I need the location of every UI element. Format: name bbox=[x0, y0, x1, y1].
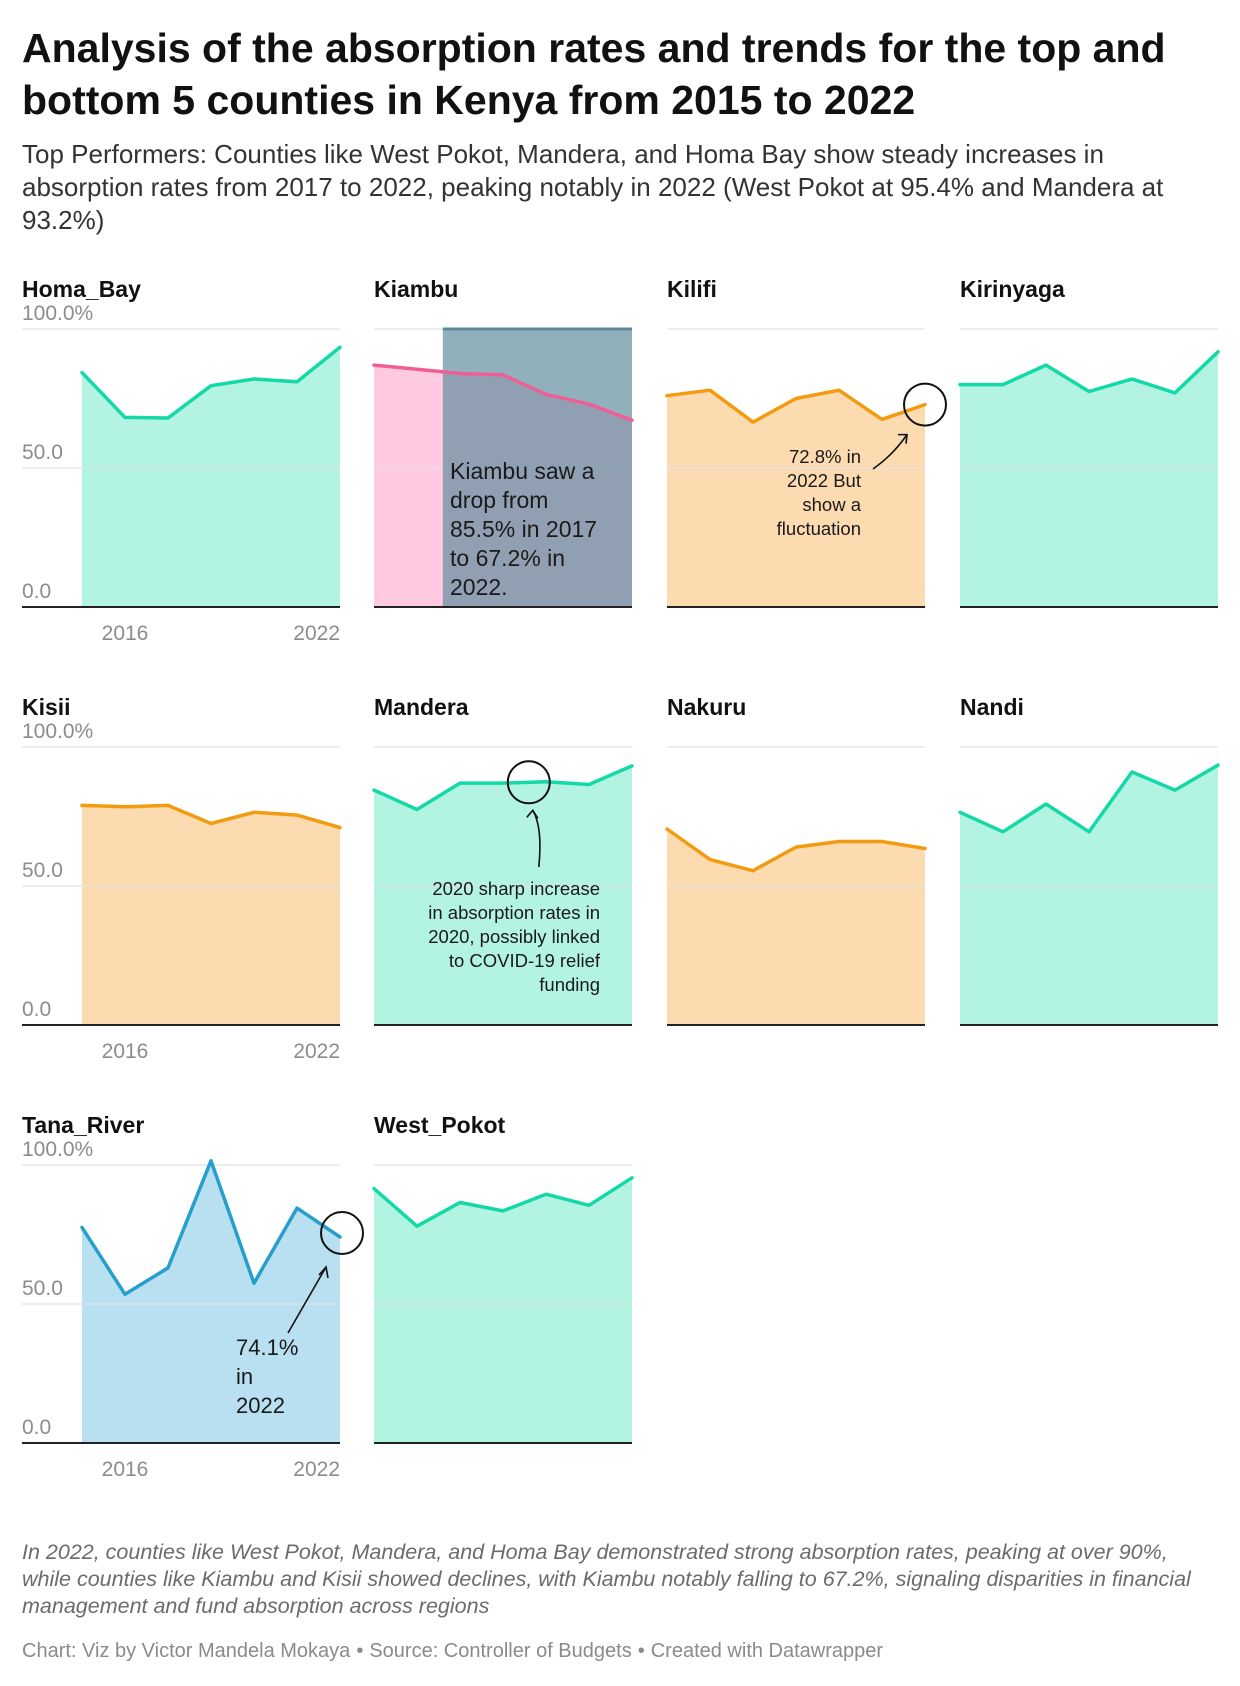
chart-title: Analysis of the absorption rates and tre… bbox=[22, 25, 1166, 123]
x-tick-label: 2016 bbox=[102, 1458, 149, 1481]
annotation-kilifi: fluctuation bbox=[777, 518, 861, 539]
panel-title-west-pokot: West_Pokot bbox=[374, 1112, 506, 1138]
y-tick-label: 100.0% bbox=[22, 1138, 93, 1161]
panel-title-tana-river: Tana_River bbox=[22, 1112, 144, 1138]
area-kisii bbox=[82, 805, 340, 1025]
annotation-mandera: in absorption rates in bbox=[428, 902, 600, 923]
chart-notes: In 2022, counties like West Pokot, Mande… bbox=[22, 1540, 1191, 1618]
series-line-kirinyaga bbox=[958, 350, 1220, 395]
y-tick-label: 50.0 bbox=[22, 1277, 63, 1300]
series-line-tana-river bbox=[80, 1159, 342, 1297]
series-line-homa-bay bbox=[80, 345, 342, 420]
credit-author: Chart: Viz by Victor Mandela Mokaya bbox=[22, 1640, 351, 1662]
x-tick-label: 2016 bbox=[102, 1040, 149, 1063]
x-tick-label: 2022 bbox=[293, 1458, 340, 1481]
annotation-kiambu: 85.5% in 2017 bbox=[450, 516, 597, 542]
x-tick-label: 2016 bbox=[102, 622, 149, 645]
area-mandera bbox=[374, 765, 632, 1025]
y-tick-label: 0.0 bbox=[22, 998, 51, 1021]
credit-source: Source: Controller of Budgets bbox=[369, 1640, 632, 1662]
y-tick-label: 50.0 bbox=[22, 859, 63, 882]
annotation-mandera: 2020 sharp increase bbox=[432, 878, 600, 899]
series-line-nandi bbox=[958, 763, 1220, 834]
series-line-west-pokot bbox=[372, 1176, 634, 1228]
annotation-circle bbox=[903, 382, 947, 427]
area-kirinyaga bbox=[960, 351, 1218, 607]
series-line-nakuru bbox=[665, 827, 927, 873]
area-homa-bay bbox=[82, 347, 340, 607]
series-line-mandera bbox=[372, 764, 634, 812]
annotation-tana-river: 74.1% bbox=[236, 1335, 298, 1360]
panel-title-kisii: Kisii bbox=[22, 694, 71, 720]
x-tick-label: 2022 bbox=[293, 1040, 340, 1063]
x-tick-label: 2022 bbox=[293, 622, 340, 645]
annotation-kiambu: to 67.2% in bbox=[450, 545, 565, 571]
annotation-circle bbox=[320, 1211, 364, 1256]
panel-title-kilifi: Kilifi bbox=[667, 276, 717, 302]
credit-separator: • bbox=[356, 1640, 364, 1662]
annotation-kilifi: 72.8% in bbox=[789, 446, 861, 467]
y-tick-label: 0.0 bbox=[22, 1416, 51, 1439]
annotation-circle bbox=[506, 760, 551, 805]
annotation-mandera: funding bbox=[539, 974, 600, 995]
chart-credit: Chart: Viz by Victor Mandela Mokaya • Sour… bbox=[22, 1638, 1212, 1664]
y-tick-label: 0.0 bbox=[22, 580, 51, 603]
panel-title-kirinyaga: Kirinyaga bbox=[960, 276, 1065, 302]
area-nandi bbox=[960, 765, 1218, 1025]
credit-separator: • bbox=[637, 1640, 645, 1662]
annotation-arrow bbox=[872, 434, 908, 470]
area-west-pokot bbox=[374, 1177, 632, 1443]
annotation-kiambu: drop from bbox=[450, 487, 548, 513]
annotation-arrowhead bbox=[318, 1265, 329, 1279]
annotation-mandera: 2020, possibly linked bbox=[428, 926, 600, 947]
area-kilifi bbox=[667, 390, 925, 607]
panel-title-nakuru: Nakuru bbox=[667, 694, 746, 720]
credit-tool: Created with Datawrapper bbox=[650, 1640, 884, 1662]
annotation-kiambu: 2022. bbox=[450, 574, 508, 600]
y-tick-label: 50.0 bbox=[22, 441, 63, 464]
annotation-kilifi: 2022 But bbox=[787, 470, 861, 491]
annotation-kiambu: Kiambu saw a bbox=[450, 458, 595, 484]
annotation-kilifi: show a bbox=[802, 494, 861, 515]
y-tick-label: 100.0% bbox=[22, 720, 93, 743]
panel-title-nandi: Nandi bbox=[960, 694, 1024, 720]
annotation-arrow bbox=[287, 1266, 327, 1334]
series-line-kisii bbox=[80, 803, 342, 830]
chart-subtitle: Top Performers: Counties like West Pokot… bbox=[22, 139, 1164, 235]
panel-title-mandera: Mandera bbox=[374, 694, 469, 720]
annotation-tana-river: 2022 bbox=[236, 1393, 285, 1418]
annotation-arrowhead bbox=[526, 808, 539, 819]
panel-title-homa-bay: Homa_Bay bbox=[22, 276, 141, 302]
annotation-arrowhead bbox=[898, 433, 908, 444]
series-line-kilifi bbox=[665, 388, 927, 424]
series-line-kiambu bbox=[372, 363, 634, 422]
annotation-tana-river: in bbox=[236, 1364, 253, 1389]
panel-title-kiambu: Kiambu bbox=[374, 276, 458, 302]
area-tana-river bbox=[82, 1160, 340, 1443]
annotation-mandera: to COVID-19 relief bbox=[449, 950, 601, 971]
y-tick-label: 100.0% bbox=[22, 302, 93, 325]
area-nakuru bbox=[667, 829, 925, 1025]
